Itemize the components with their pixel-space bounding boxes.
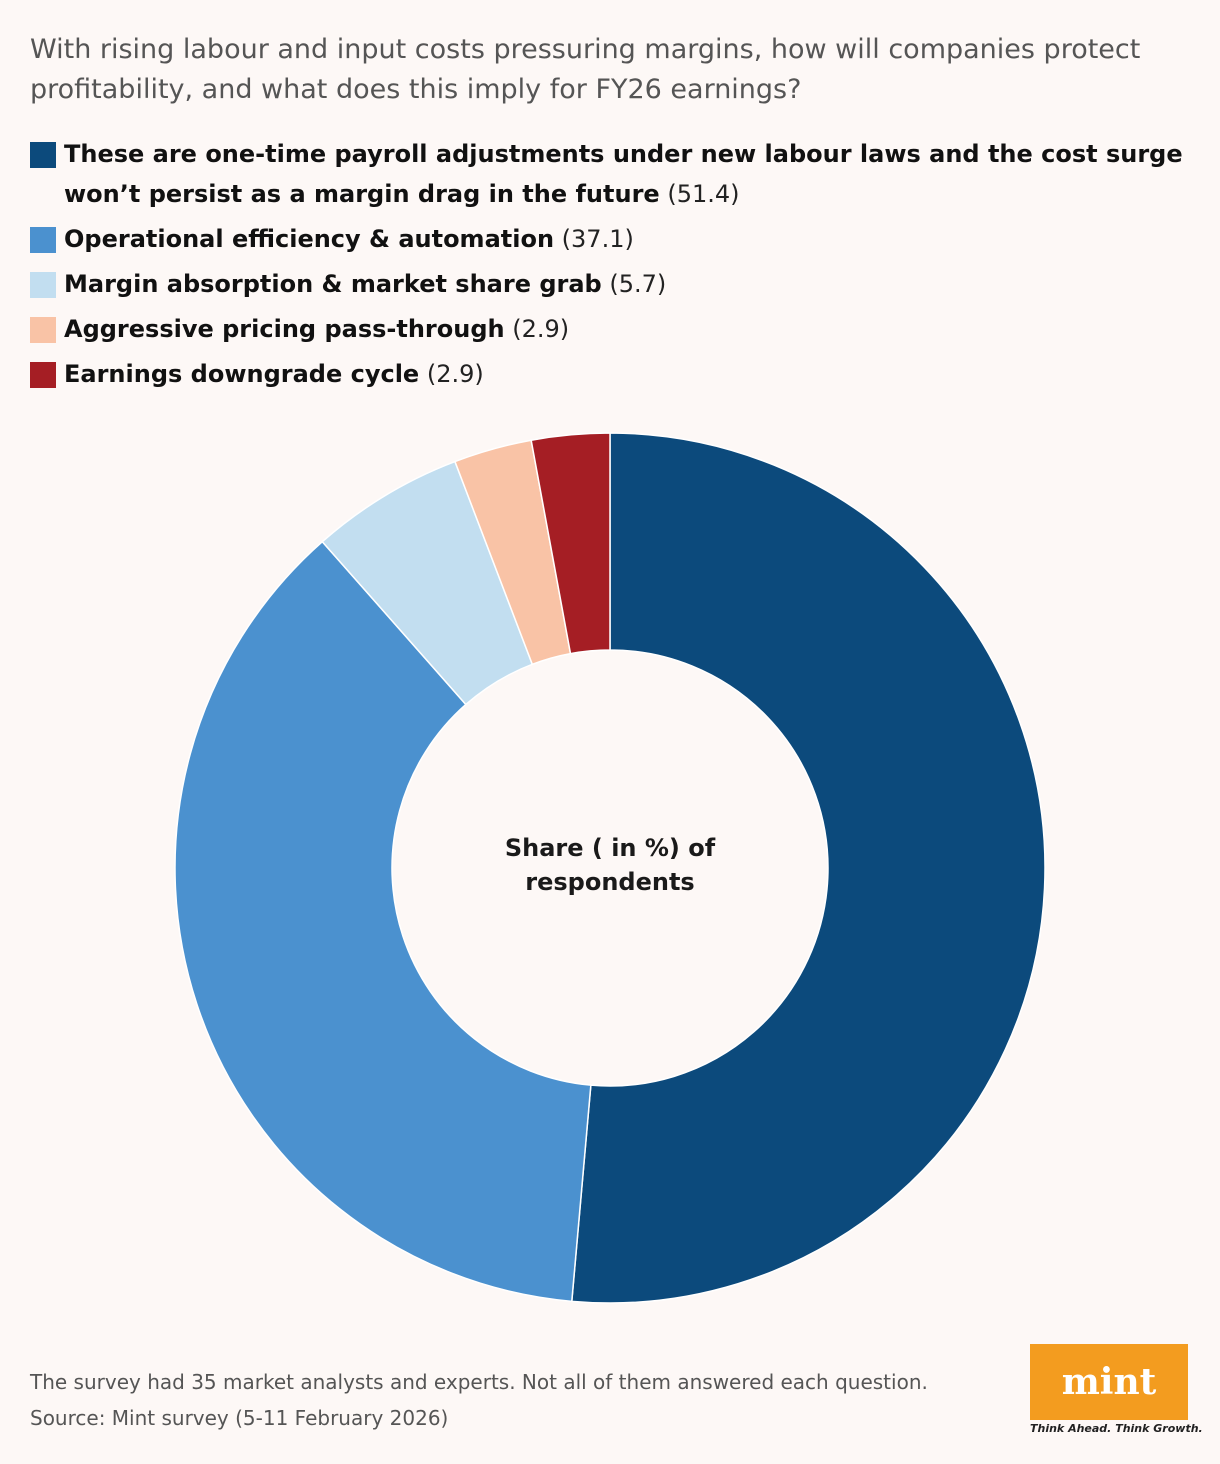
legend-value: (5.7) — [609, 270, 667, 298]
center-label-line-1: Share ( in %) of — [505, 834, 716, 862]
legend-item: These are one-time payroll adjustments u… — [30, 134, 1200, 214]
donut-slice-2 — [174, 540, 592, 1303]
legend-swatch — [30, 227, 56, 253]
legend-label: These are one-time payroll adjustments u… — [64, 140, 1183, 208]
legend-value: (2.9) — [426, 360, 484, 388]
survey-note: The survey had 35 market analysts and ex… — [30, 1370, 928, 1394]
legend-value: (51.4) — [667, 180, 740, 208]
legend-item: Earnings downgrade cycle (2.9) — [30, 354, 1200, 394]
legend-item: Aggressive pricing pass-through (2.9) — [30, 309, 1200, 349]
footnote: The survey had 35 market analysts and ex… — [30, 1364, 1010, 1436]
donut-slice-1 — [570, 432, 1046, 1304]
legend-value: (37.1) — [561, 225, 634, 253]
donut-chart: Share ( in %) of respondents — [174, 432, 1046, 1304]
mint-logo: mint Think Ahead. Think Growth. — [1030, 1344, 1203, 1435]
logo-box: mint — [1030, 1344, 1188, 1420]
legend-swatch — [30, 317, 56, 343]
chart-question: With rising labour and input costs press… — [30, 34, 1141, 105]
donut-slice-5 — [530, 432, 611, 655]
legend-item: Margin absorption & market share grab (5… — [30, 264, 1200, 304]
legend-label: Operational efficiency & automation — [64, 225, 555, 253]
legend-label: Aggressive pricing pass-through — [64, 315, 505, 343]
legend-label: Margin absorption & market share grab — [64, 270, 602, 298]
logo-tagline: Think Ahead. Think Growth. — [1030, 1422, 1203, 1435]
center-label-line-2: respondents — [525, 868, 694, 896]
legend-label: Earnings downgrade cycle — [64, 360, 420, 388]
legend-swatch — [30, 272, 56, 298]
source-note: Source: Mint survey (5-11 February 2026) — [30, 1406, 449, 1430]
legend-swatch — [30, 142, 56, 168]
legend-item: Operational efficiency & automation (37.… — [30, 219, 1200, 259]
chart-legend: These are one-time payroll adjustments u… — [30, 134, 1200, 399]
legend-value: (2.9) — [512, 315, 570, 343]
legend-swatch — [30, 362, 56, 388]
